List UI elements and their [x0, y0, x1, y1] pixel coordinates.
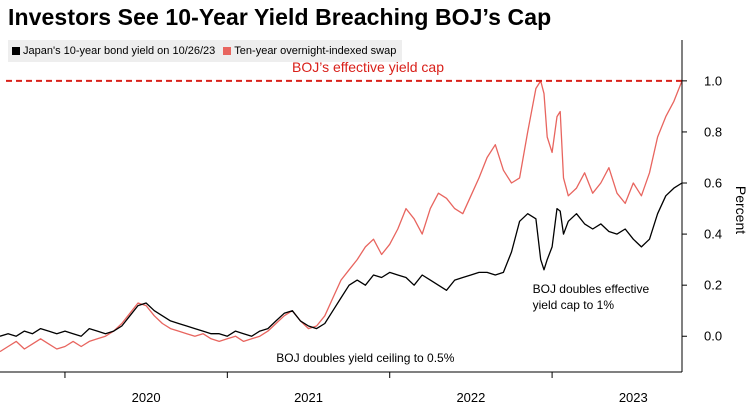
y-tick-label: 0.8 — [704, 124, 722, 139]
y-tick-label: 0.4 — [704, 227, 722, 242]
annotation-line: BOJ doubles effective — [533, 282, 650, 296]
legend-label-jgb: Japan's 10-year bond yield on 10/26/23 — [23, 45, 216, 57]
y-axis-title: Percent — [733, 186, 749, 234]
x-tick-label: 2021 — [294, 390, 323, 405]
x-tick-label: 2020 — [132, 390, 161, 405]
legend-label-swap: Ten-year overnight-indexed swap — [234, 45, 397, 57]
y-tick-label: 0.6 — [704, 176, 722, 191]
legend-item-jgb: Japan's 10-year bond yield on 10/26/23 — [12, 45, 215, 57]
chart-title: Investors See 10-Year Yield Breaching BO… — [8, 4, 552, 30]
cap-reference: BOJ’s effective yield cap — [6, 59, 682, 82]
swap-line — [0, 80, 683, 353]
annotation-1: BOJ doubles yield ceiling to 0.5% — [276, 351, 454, 365]
jgb-line — [0, 182, 683, 337]
legend-swatch-swap — [223, 47, 232, 55]
y-tick-label: 1.0 — [704, 73, 722, 88]
swap-series — [0, 80, 683, 353]
annotation-line: BOJ doubles yield ceiling to 0.5% — [276, 351, 454, 365]
legend-item-swap: Ten-year overnight-indexed swap — [223, 45, 396, 57]
y-tick-label: 0.2 — [704, 278, 722, 293]
x-tick-label: 2023 — [619, 390, 648, 405]
axes: 0.0 0.2 0.4 0.6 0.8 1.0 2020 2021 2022 2023 Percen… — [0, 40, 749, 405]
annotation-line: yield cap to 1% — [533, 298, 615, 312]
cap-label: BOJ’s effective yield cap — [292, 59, 444, 75]
jgb-series — [0, 182, 683, 337]
y-tick-label: 0.0 — [704, 329, 722, 344]
annotation-2: BOJ doubles effective yield cap to 1% — [533, 282, 650, 312]
x-tick-label: 2022 — [456, 390, 485, 405]
legend-swatch-jgb — [12, 47, 20, 55]
annotations: BOJ doubles yield ceiling to 0.5% BOJ dou… — [276, 282, 649, 365]
legend: Japan's 10-year bond yield on 10/26/23 T… — [8, 40, 403, 62]
